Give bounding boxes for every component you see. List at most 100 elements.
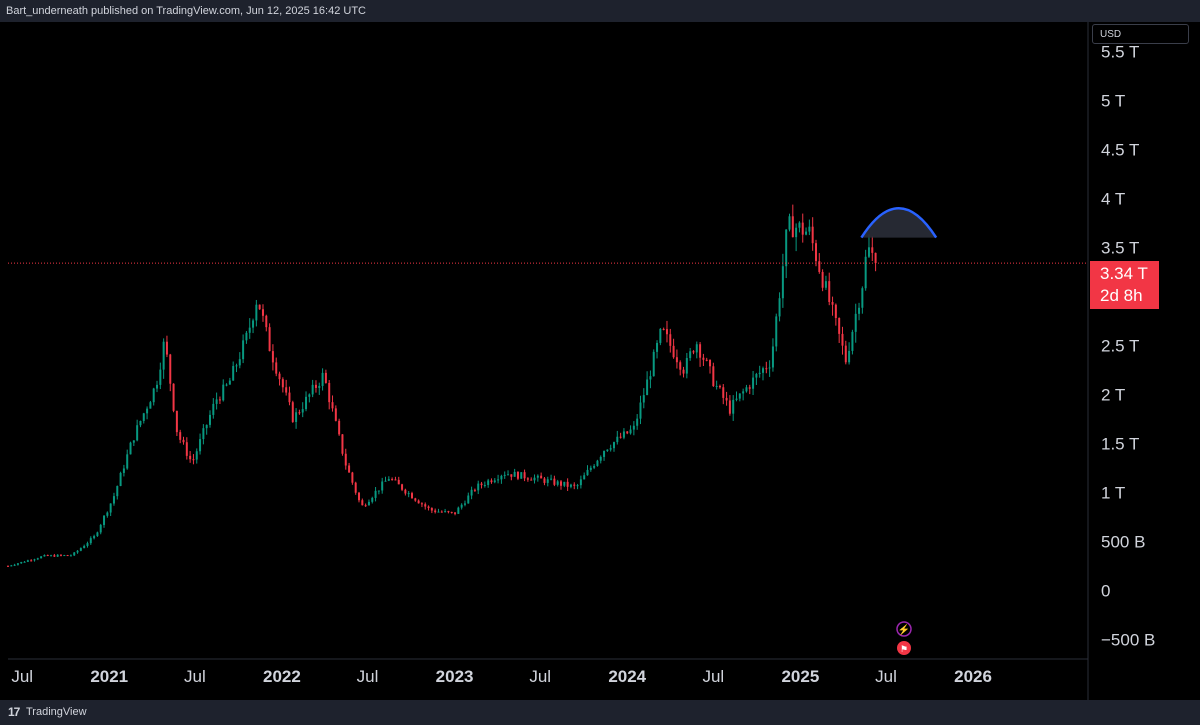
drawing-layer xyxy=(8,207,1088,264)
candle-body xyxy=(69,555,72,557)
candle-body xyxy=(583,475,586,480)
candle-body xyxy=(252,320,255,328)
candle-body xyxy=(609,448,612,450)
time-tick-label: Jul xyxy=(357,667,379,686)
candle-body xyxy=(126,454,129,469)
candle-body xyxy=(871,247,874,253)
candle-body xyxy=(391,479,394,481)
candle-body xyxy=(40,556,43,559)
candle-body xyxy=(162,341,165,370)
candle-body xyxy=(275,362,278,374)
event-marker-dividend[interactable] xyxy=(896,621,912,637)
candle-body xyxy=(212,403,215,415)
candle-body xyxy=(271,351,274,363)
candle-body xyxy=(384,480,387,482)
candle-body xyxy=(470,489,473,496)
candle-body xyxy=(258,304,261,310)
time-tick-label: 2022 xyxy=(263,667,301,686)
candle-body xyxy=(520,472,523,479)
candle-body xyxy=(811,226,814,244)
chart-frame[interactable] xyxy=(8,22,1192,700)
candle-body xyxy=(407,493,410,495)
time-tick-label: 2025 xyxy=(781,667,819,686)
candle-body xyxy=(805,231,808,235)
candle-body xyxy=(242,340,245,360)
price-tick-label: 2.5 T xyxy=(1101,336,1139,355)
candle-body xyxy=(798,222,801,228)
price-tick-label: 500 B xyxy=(1101,532,1145,551)
candle-body xyxy=(228,380,231,385)
candle-body xyxy=(86,543,89,546)
time-axis: Jul 2021 Jul 2022 Jul 2023 Jul 2024 Jul 2025 Jul 20… xyxy=(11,667,992,686)
candle-body xyxy=(50,555,53,557)
bar-countdown: 2d 8h xyxy=(1100,286,1143,305)
candle-body xyxy=(709,359,712,367)
candle-body xyxy=(311,384,314,395)
candle-body xyxy=(132,440,135,443)
candle-body xyxy=(225,384,228,386)
candle-body xyxy=(752,377,755,389)
candle-body xyxy=(497,479,500,481)
candle-body xyxy=(596,460,599,466)
candle-body xyxy=(748,387,751,389)
candle-body xyxy=(493,480,496,483)
tradingview-logo-icon[interactable]: 17 xyxy=(8,705,20,719)
candle-body xyxy=(348,465,351,473)
candle-body xyxy=(56,554,59,557)
candle-body xyxy=(367,501,370,506)
candle-body xyxy=(371,497,374,502)
price-tick-label: 2 T xyxy=(1101,385,1125,404)
candle-body xyxy=(89,538,92,544)
candle-body xyxy=(626,431,629,434)
candle-body xyxy=(338,420,341,435)
candle-body xyxy=(801,222,804,235)
candle-body xyxy=(255,304,258,321)
candle-body xyxy=(656,342,659,352)
candle-body xyxy=(778,298,781,317)
candle-body xyxy=(622,431,625,438)
candle-body xyxy=(285,387,288,393)
candle-body xyxy=(715,385,718,387)
candle-body xyxy=(192,459,195,461)
candle-body xyxy=(308,394,311,397)
candle-body xyxy=(702,357,705,360)
candle-body xyxy=(480,483,483,486)
candle-body xyxy=(420,503,423,505)
price-axis: 5.5 T5 T4.5 T4 T3.5 T3 T2.5 T2 T1.5 T1 T… xyxy=(1101,42,1155,649)
candle-body xyxy=(109,503,112,513)
candle-body xyxy=(662,328,665,330)
candle-body xyxy=(156,384,159,389)
candle-body xyxy=(295,412,298,422)
candle-body xyxy=(318,385,321,388)
arc-drawing[interactable] xyxy=(860,207,938,239)
candle-body xyxy=(619,436,622,438)
candle-body xyxy=(692,351,695,353)
event-marker-economic[interactable] xyxy=(897,641,911,655)
candle-body xyxy=(576,485,579,487)
currency-selector[interactable]: USD xyxy=(1092,24,1189,44)
candle-body xyxy=(278,373,281,380)
candle-body xyxy=(699,344,702,358)
candle-body xyxy=(232,366,235,381)
candle-body xyxy=(824,281,827,288)
candle-body xyxy=(199,439,202,452)
publish-info: Bart_underneath published on TradingView… xyxy=(6,5,366,17)
candle-body xyxy=(682,369,685,374)
candle-body xyxy=(762,368,765,373)
brand-name[interactable]: TradingView xyxy=(26,706,87,718)
candle-body xyxy=(397,479,400,485)
price-tick-label: 5.5 T xyxy=(1101,42,1139,61)
candle-body xyxy=(467,495,470,504)
candle-body xyxy=(195,451,198,460)
candle-body xyxy=(540,475,543,479)
candle-body xyxy=(63,555,66,557)
candle-body xyxy=(765,368,768,370)
candle-body xyxy=(291,402,294,422)
candle-body xyxy=(182,439,185,443)
candle-body xyxy=(424,504,427,507)
candle-body xyxy=(718,385,721,388)
candle-body xyxy=(434,510,437,513)
candle-body xyxy=(560,481,563,486)
candle-body xyxy=(59,554,62,556)
